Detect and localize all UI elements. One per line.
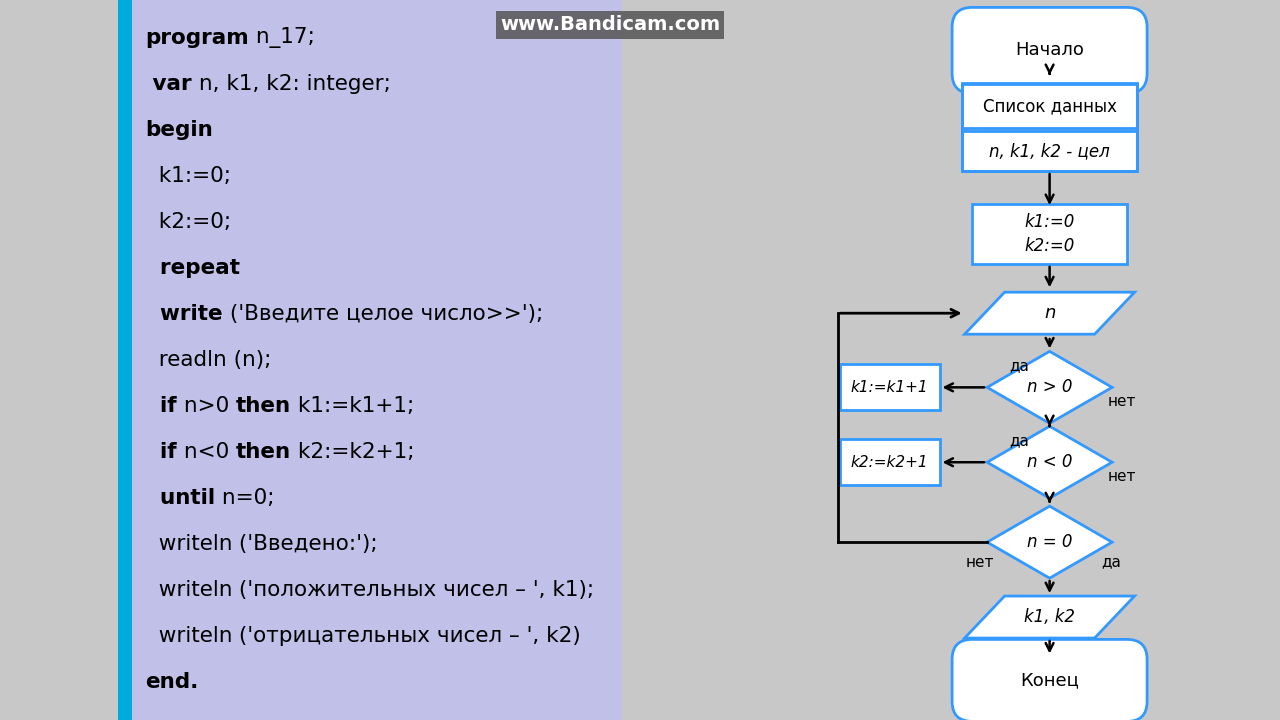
Text: да: да (1010, 358, 1029, 373)
Text: n, k1, k2 - цел: n, k1, k2 - цел (989, 143, 1110, 161)
Text: if: if (145, 442, 177, 462)
Text: k2:=k2+1: k2:=k2+1 (851, 455, 928, 469)
Text: k1:=k1+1;: k1:=k1+1; (291, 396, 415, 416)
Polygon shape (965, 596, 1134, 638)
Text: then: then (236, 442, 291, 462)
Text: да: да (1102, 554, 1121, 570)
Text: then: then (236, 396, 291, 416)
Bar (840, 439, 940, 485)
Text: www.Bandicam.com: www.Bandicam.com (500, 16, 721, 35)
Text: n<0: n<0 (177, 442, 236, 462)
Text: да: да (1010, 433, 1029, 448)
Text: ('Введите целое число>>');: ('Введите целое число>>'); (223, 304, 543, 324)
Text: writeln: writeln (145, 534, 233, 554)
Text: n>0: n>0 (177, 396, 236, 416)
Text: нет: нет (965, 554, 993, 570)
Text: n = 0: n = 0 (1027, 533, 1073, 552)
Text: k1:=0;: k1:=0; (145, 166, 230, 186)
Text: Конец: Конец (1020, 671, 1079, 690)
Text: ('Введено:');: ('Введено:'); (233, 534, 378, 554)
Polygon shape (965, 292, 1134, 334)
Text: repeat: repeat (145, 258, 241, 278)
Text: n: n (1044, 304, 1055, 323)
Bar (963, 84, 1137, 128)
Text: нет: нет (1107, 469, 1135, 484)
Text: write: write (145, 304, 223, 324)
Text: writeln: writeln (145, 580, 233, 600)
Text: k1, k2: k1, k2 (1024, 608, 1075, 626)
Bar (132, 0, 622, 720)
Text: readln (n);: readln (n); (145, 350, 271, 370)
Bar (963, 131, 1137, 171)
Text: k1:=0: k1:=0 (1024, 213, 1075, 231)
Text: n, k1, k2: integer;: n, k1, k2: integer; (192, 74, 390, 94)
Text: end.: end. (145, 672, 198, 692)
Text: begin: begin (145, 120, 212, 140)
Text: Начало: Начало (1015, 41, 1084, 59)
Text: ('отрицательных чисел – ', k2): ('отрицательных чисел – ', k2) (233, 626, 581, 646)
Bar (972, 204, 1128, 264)
Polygon shape (987, 506, 1112, 578)
Text: k2:=0: k2:=0 (1024, 237, 1075, 255)
Polygon shape (987, 351, 1112, 423)
Text: n_17;: n_17; (248, 27, 315, 48)
Polygon shape (987, 426, 1112, 498)
Text: if: if (145, 396, 177, 416)
Text: n < 0: n < 0 (1027, 454, 1073, 472)
Text: program: program (145, 28, 248, 48)
Text: нет: нет (1107, 394, 1135, 409)
Text: n=0;: n=0; (215, 488, 275, 508)
Bar (118, 0, 132, 720)
Text: ('положительных чисел – ', k1);: ('положительных чисел – ', k1); (233, 580, 595, 600)
Text: k1:=k1+1: k1:=k1+1 (851, 380, 928, 395)
Text: n > 0: n > 0 (1027, 378, 1073, 396)
FancyBboxPatch shape (952, 7, 1147, 94)
Text: k2:=k2+1;: k2:=k2+1; (291, 442, 415, 462)
Text: Список данных: Список данных (983, 97, 1116, 115)
Text: k2:=0;: k2:=0; (145, 212, 232, 232)
FancyBboxPatch shape (952, 639, 1147, 720)
Text: writeln: writeln (145, 626, 233, 646)
Bar (840, 364, 940, 410)
Text: var: var (145, 74, 192, 94)
Text: until: until (145, 488, 215, 508)
Bar (963, 84, 1137, 171)
